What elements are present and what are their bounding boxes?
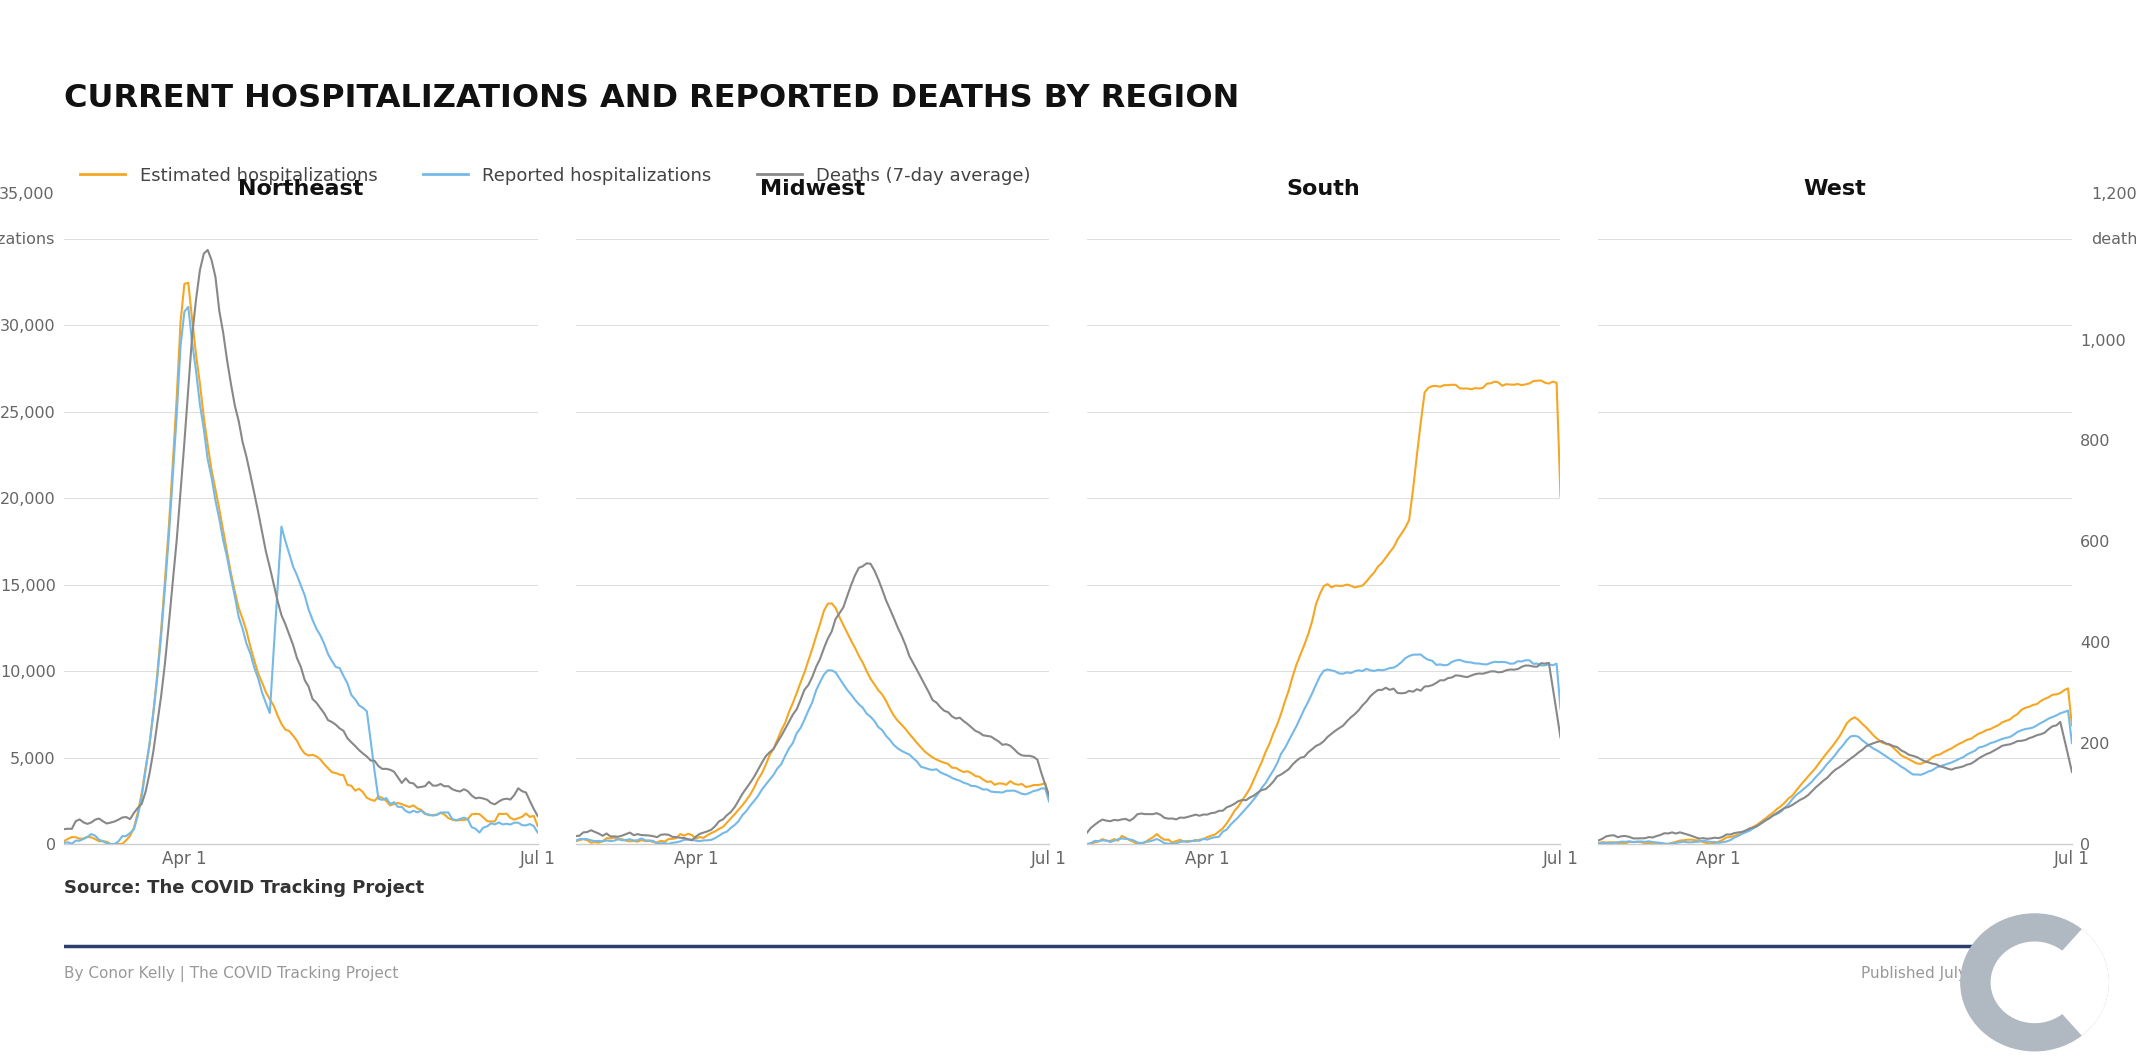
Title: Northeast: Northeast	[239, 178, 363, 199]
Text: deaths: deaths	[2091, 232, 2136, 246]
Circle shape	[1961, 914, 2108, 1050]
Text: hospitalizations: hospitalizations	[0, 232, 56, 246]
Text: CURRENT HOSPITALIZATIONS AND REPORTED DEATHS BY REGION: CURRENT HOSPITALIZATIONS AND REPORTED DE…	[64, 83, 1239, 114]
Title: West: West	[1803, 178, 1867, 199]
Legend: Estimated hospitalizations, Reported hospitalizations, Deaths (7-day average): Estimated hospitalizations, Reported hos…	[73, 159, 1038, 192]
Text: By Conor Kelly | The COVID Tracking Project: By Conor Kelly | The COVID Tracking Proj…	[64, 966, 399, 982]
Title: Midwest: Midwest	[760, 178, 865, 199]
Text: 35,000: 35,000	[0, 187, 56, 202]
Text: 1,200: 1,200	[2091, 187, 2136, 202]
Wedge shape	[2033, 930, 2108, 1034]
Circle shape	[1991, 942, 2078, 1023]
Text: Source: The COVID Tracking Project: Source: The COVID Tracking Project	[64, 879, 425, 897]
Title: South: South	[1286, 178, 1361, 199]
Text: Published July 2: Published July 2	[1860, 966, 1982, 981]
